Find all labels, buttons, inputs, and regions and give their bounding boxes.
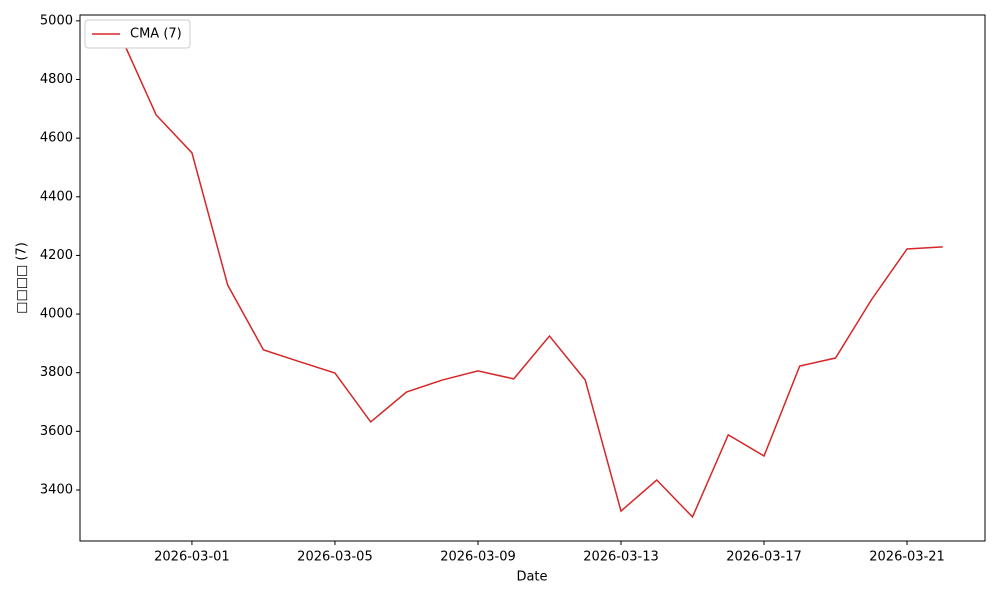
x-tick-label: 2026-03-17: [726, 550, 802, 565]
legend: CMA (7): [84, 19, 191, 49]
y-tick-label: 4800: [40, 72, 73, 87]
legend-box: [84, 19, 191, 49]
plot-frame: [79, 14, 986, 542]
x-tick-label: 2026-03-21: [869, 550, 945, 565]
y-tick-label: 5000: [40, 13, 73, 28]
x-tick-label: 2026-03-09: [440, 550, 516, 565]
y-tick-label: 3400: [40, 482, 73, 497]
y-tick-label: 4600: [40, 131, 73, 146]
line: [119, 35, 943, 519]
x-tick-label: 2026-03-01: [154, 550, 230, 565]
y-tick-label: 4400: [40, 189, 73, 204]
y-tick-label: 4200: [40, 248, 73, 263]
x-axis-label: Date: [516, 570, 547, 585]
y-tick-label: 4000: [40, 307, 73, 322]
legend-label: CMA (7): [130, 27, 182, 42]
x-tick-label: 2026-03-05: [297, 550, 373, 565]
x-tick-label: 2026-03-13: [583, 550, 659, 565]
y-axis-label: □□□□ (7): [15, 242, 30, 314]
y-tick-label: 3800: [40, 365, 73, 380]
y-tick-label: 3600: [40, 424, 73, 439]
